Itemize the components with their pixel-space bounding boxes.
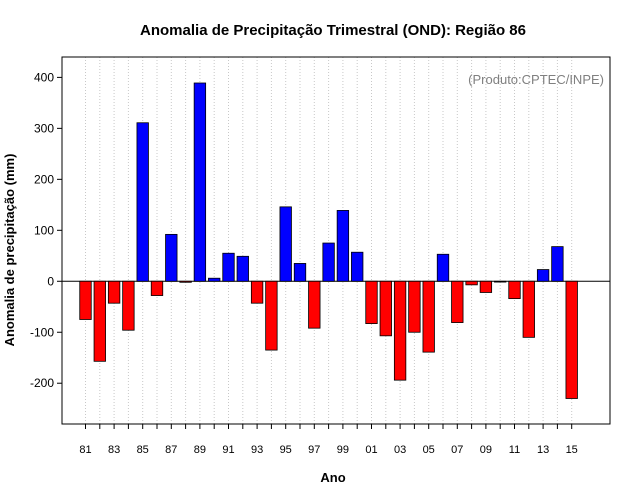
bar-84 [122,280,135,331]
x-tick-label: 81 [79,444,91,456]
bar-01 [365,280,378,324]
annotation: (Produto:CPTEC/INPE) [468,72,604,87]
bar-13 [536,269,550,282]
x-tick-label: 05 [423,444,435,456]
x-tick-label: 91 [222,444,234,456]
y-tick-label: -100 [30,325,54,339]
bar-83 [107,280,121,304]
bar-14 [551,246,564,282]
bar-08 [465,280,478,286]
y-tick-label: 300 [34,121,54,135]
bar-09 [479,280,493,293]
x-tick-label: 01 [365,444,377,456]
x-axis: 81 83 85 87 89 91 93 95 97 99 01 03 05 07 09 11 13 15 [79,424,578,456]
bar-89 [193,82,207,282]
x-tick-label: 89 [194,444,206,456]
y-tick-label: 200 [34,172,54,186]
x-tick-label: 07 [451,444,463,456]
x-tick-label: 15 [566,444,578,456]
bar-12 [522,280,535,338]
bar-06 [436,253,450,282]
y-tick-label: 0 [47,274,54,288]
bar-90 [208,277,221,282]
y-tick-label: 100 [34,223,54,237]
bar-98 [322,242,335,282]
bar-03 [393,280,407,381]
bar-02 [379,280,392,337]
bar-94 [265,280,278,351]
bar-81 [79,280,92,320]
x-tick-label: 83 [108,444,120,456]
bar-96 [293,263,307,282]
bar-15 [565,280,578,399]
bars [79,82,578,399]
y-tick-label: 400 [34,70,54,84]
bar-11 [508,280,521,300]
bar-92 [236,255,249,282]
x-tick-label: 85 [137,444,149,456]
x-tick-label: 13 [537,444,549,456]
bar-88 [179,280,192,283]
y-axis-label: Anomalia de precipitação (mm) [2,154,17,347]
chart-title: Anomalia de Precipitação Trimestral (OND… [140,22,526,39]
x-tick-label: 03 [394,444,406,456]
x-tick-label: 97 [308,444,320,456]
x-tick-label: 87 [165,444,177,456]
bar-00 [351,251,364,282]
bar-93 [250,280,264,304]
bar-86 [150,280,164,296]
bar-99 [336,210,350,282]
x-tick-label: 93 [251,444,263,456]
x-tick-label: 99 [337,444,349,456]
x-axis-label: Ano [320,470,345,485]
plot-frame [61,56,611,425]
y-axis: -200 -100 0 100 200 300 400 [30,70,62,390]
bar-10 [494,280,507,283]
grid-lines [85,57,573,424]
bar-82 [93,280,106,362]
x-tick-label: 95 [280,444,292,456]
x-tick-label: 09 [480,444,492,456]
x-tick-label: 11 [509,444,520,456]
bar-05 [422,280,435,353]
bar-07 [451,280,464,323]
bar-95 [279,206,292,282]
bar-97 [308,280,321,329]
bar-91 [222,252,235,282]
bar-85 [136,122,149,282]
y-tick-label: -200 [30,376,54,390]
bar-87 [165,233,178,282]
bar-04 [408,280,421,333]
